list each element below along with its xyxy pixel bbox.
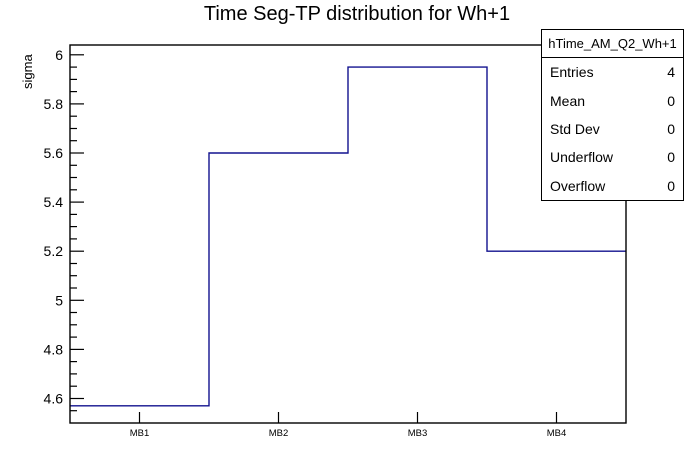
stats-rows: Entries 4 Mean 0 Std Dev 0 Underflow 0 O… bbox=[542, 58, 683, 200]
y-tick-label: 5 bbox=[55, 292, 63, 308]
y-tick-label: 5.2 bbox=[44, 243, 64, 259]
stats-row: Mean 0 bbox=[550, 94, 675, 108]
x-tick-label: MB4 bbox=[547, 428, 567, 439]
stats-row-value: 0 bbox=[667, 177, 675, 194]
stats-row-label: Underflow bbox=[550, 149, 614, 166]
stats-row-label: Mean bbox=[550, 92, 586, 109]
stats-row: Overflow 0 bbox=[550, 179, 675, 193]
stats-row-label: Std Dev bbox=[550, 120, 600, 137]
y-tick-label: 5.8 bbox=[44, 96, 64, 112]
stats-row-value: 4 bbox=[667, 64, 675, 81]
y-tick-label: 5.6 bbox=[44, 145, 64, 161]
y-tick-label: 4.8 bbox=[44, 341, 64, 357]
stats-row-label: Entries bbox=[550, 64, 594, 81]
stats-row-value: 0 bbox=[667, 149, 675, 166]
stats-row-value: 0 bbox=[667, 120, 675, 137]
x-tick-label: MB1 bbox=[130, 428, 150, 439]
stats-row: Std Dev 0 bbox=[550, 122, 675, 136]
x-tick-label: MB3 bbox=[408, 428, 428, 439]
stats-box: hTime_AM_Q2_Wh+1 Entries 4 Mean 0 Std De… bbox=[541, 29, 684, 201]
stats-row: Entries 4 bbox=[550, 65, 675, 79]
stats-row-value: 0 bbox=[667, 92, 675, 109]
stats-title: hTime_AM_Q2_Wh+1 bbox=[542, 30, 683, 58]
plot-frame bbox=[69, 44, 627, 424]
x-tick-label: MB2 bbox=[269, 428, 289, 439]
y-tick-label: 4.6 bbox=[44, 391, 64, 407]
chart-title: Time Seg-TP distribution for Wh+1 bbox=[203, 3, 511, 25]
y-tick-label: 6 bbox=[55, 47, 63, 63]
stats-row-label: Overflow bbox=[550, 177, 606, 194]
y-tick-label: 5.4 bbox=[44, 194, 64, 210]
histogram-line bbox=[70, 66, 626, 407]
stats-row: Underflow 0 bbox=[550, 150, 675, 164]
y-axis-title: sigma bbox=[20, 54, 35, 89]
